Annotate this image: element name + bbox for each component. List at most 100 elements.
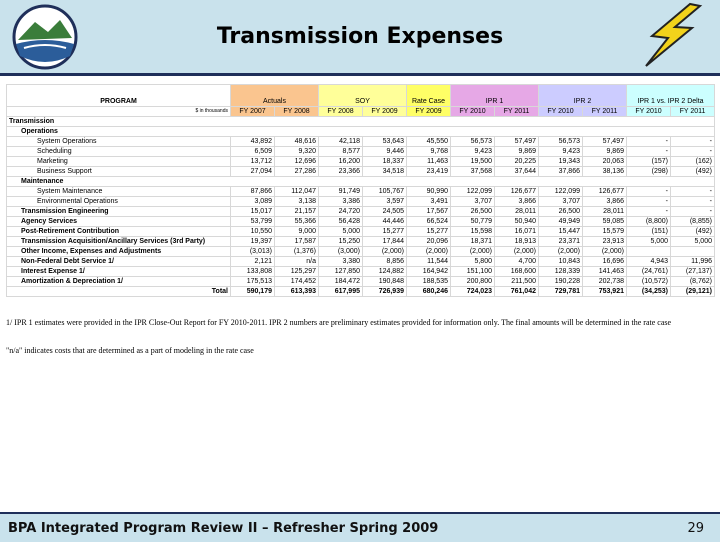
group-header: Rate Case (406, 84, 451, 107)
value-cell: 66,524 (406, 216, 451, 227)
value-cell: 726,939 (362, 286, 407, 297)
expense-table: PROGRAM Actuals SOY Rate Case IPR 1 IPR 2 IPR … (6, 84, 715, 297)
group-header: SOY (318, 84, 407, 107)
value-cell: 211,500 (494, 276, 539, 287)
value-cell: - (626, 136, 671, 147)
row-label: Total (6, 286, 231, 297)
value-cell: 9,446 (362, 146, 407, 157)
value-cell: 174,452 (274, 276, 319, 287)
value-cell: 48,616 (274, 136, 319, 147)
value-cell: (27,137) (670, 266, 715, 277)
value-cell: 16,200 (318, 156, 363, 167)
value-cell: 125,297 (274, 266, 319, 277)
value-cell: (2,000) (582, 246, 627, 257)
program-row: Transmission Engineering 15,017 21,157 24,7… (6, 206, 715, 217)
value-cell: 13,712 (230, 156, 275, 167)
header-band: Transmission Expenses (0, 0, 720, 76)
program-row: Agency Services 53,799 55,366 56,428 44,446 6… (6, 216, 715, 227)
year-header-row: $ in thousands FY 2007 FY 2008 FY 2008 FY 20… (6, 106, 715, 117)
row-label: Scheduling (6, 146, 231, 157)
year-header: FY 2010 (450, 106, 495, 117)
value-cell: n/a (274, 256, 319, 267)
value-cell: 16,071 (494, 226, 539, 237)
value-cell: 126,677 (582, 186, 627, 197)
value-cell: 57,497 (582, 136, 627, 147)
value-cell: 590,179 (230, 286, 275, 297)
group-row: Maintenance (6, 176, 715, 187)
group-header-row: PROGRAM Actuals SOY Rate Case IPR 1 IPR 2 IPR … (6, 84, 715, 107)
value-cell: 20,225 (494, 156, 539, 167)
value-cell: 729,781 (538, 286, 583, 297)
year-header: FY 2010 (538, 106, 583, 117)
value-cell: 21,157 (274, 206, 319, 217)
row-label: Agency Services (6, 216, 231, 227)
empty-cell (670, 246, 715, 257)
value-cell: 43,892 (230, 136, 275, 147)
row-label: System Operations (6, 136, 231, 147)
value-cell: 18,337 (362, 156, 407, 167)
value-cell: 122,099 (538, 186, 583, 197)
value-cell: 53,643 (362, 136, 407, 147)
value-cell: 19,500 (450, 156, 495, 167)
value-cell: 190,848 (362, 276, 407, 287)
value-cell: 15,017 (230, 206, 275, 217)
value-cell: 9,320 (274, 146, 319, 157)
year-header: FY 2009 (406, 106, 451, 117)
value-cell: 18,371 (450, 236, 495, 247)
value-cell: 5,000 (670, 236, 715, 247)
value-cell: 188,535 (406, 276, 451, 287)
value-cell: 10,843 (538, 256, 583, 267)
value-cell: 45,550 (406, 136, 451, 147)
value-cell: 20,096 (406, 236, 451, 247)
lightning-bolt (645, 2, 703, 67)
year-header: FY 2011 (494, 106, 539, 117)
value-cell: - (626, 146, 671, 157)
value-cell: 15,598 (450, 226, 495, 237)
value-cell: 20,063 (582, 156, 627, 167)
value-cell: 5,000 (626, 236, 671, 247)
row-label: Other Income, Expenses and Adjustments (6, 246, 231, 257)
value-cell: 17,587 (274, 236, 319, 247)
value-cell: (1,376) (274, 246, 319, 257)
total-row: Total 590,179 613,393 617,995 726,939 680,246… (6, 286, 715, 297)
value-cell: 28,011 (582, 206, 627, 217)
value-cell: 3,866 (582, 196, 627, 207)
value-cell: (3,000) (318, 246, 363, 257)
row-label: Environmental Operations (6, 196, 231, 207)
value-cell: 19,397 (230, 236, 275, 247)
value-cell: (2,000) (362, 246, 407, 257)
footer-text: BPA Integrated Program Review II – Refre… (8, 521, 439, 536)
value-cell: (492) (670, 226, 715, 237)
header-art (12, 2, 703, 70)
value-cell: 184,472 (318, 276, 363, 287)
value-cell: 37,866 (538, 166, 583, 177)
value-cell: 112,047 (274, 186, 319, 197)
value-cell: 18,913 (494, 236, 539, 247)
value-cell: 87,866 (230, 186, 275, 197)
row-label: Marketing (6, 156, 231, 167)
year-header: FY 2011 (670, 106, 715, 117)
value-cell: 3,866 (494, 196, 539, 207)
item-row: Marketing 13,712 12,696 16,200 18,337 11,463 1… (6, 156, 715, 167)
value-cell: - (626, 186, 671, 197)
value-cell: 126,677 (494, 186, 539, 197)
value-cell: 42,118 (318, 136, 363, 147)
value-cell: (2,000) (406, 246, 451, 257)
value-cell: (24,761) (626, 266, 671, 277)
value-cell: 3,138 (274, 196, 319, 207)
value-cell: 15,277 (362, 226, 407, 237)
value-cell: 15,579 (582, 226, 627, 237)
value-cell: 57,497 (494, 136, 539, 147)
logo (12, 4, 78, 70)
value-cell: (10,572) (626, 276, 671, 287)
value-cell: 151,100 (450, 266, 495, 277)
value-cell: 127,850 (318, 266, 363, 277)
value-cell: 56,573 (538, 136, 583, 147)
value-cell: (2,000) (450, 246, 495, 257)
value-cell: 9,423 (538, 146, 583, 157)
value-cell: 27,286 (274, 166, 319, 177)
value-cell: - (670, 136, 715, 147)
value-cell: 34,518 (362, 166, 407, 177)
value-cell: 8,577 (318, 146, 363, 157)
